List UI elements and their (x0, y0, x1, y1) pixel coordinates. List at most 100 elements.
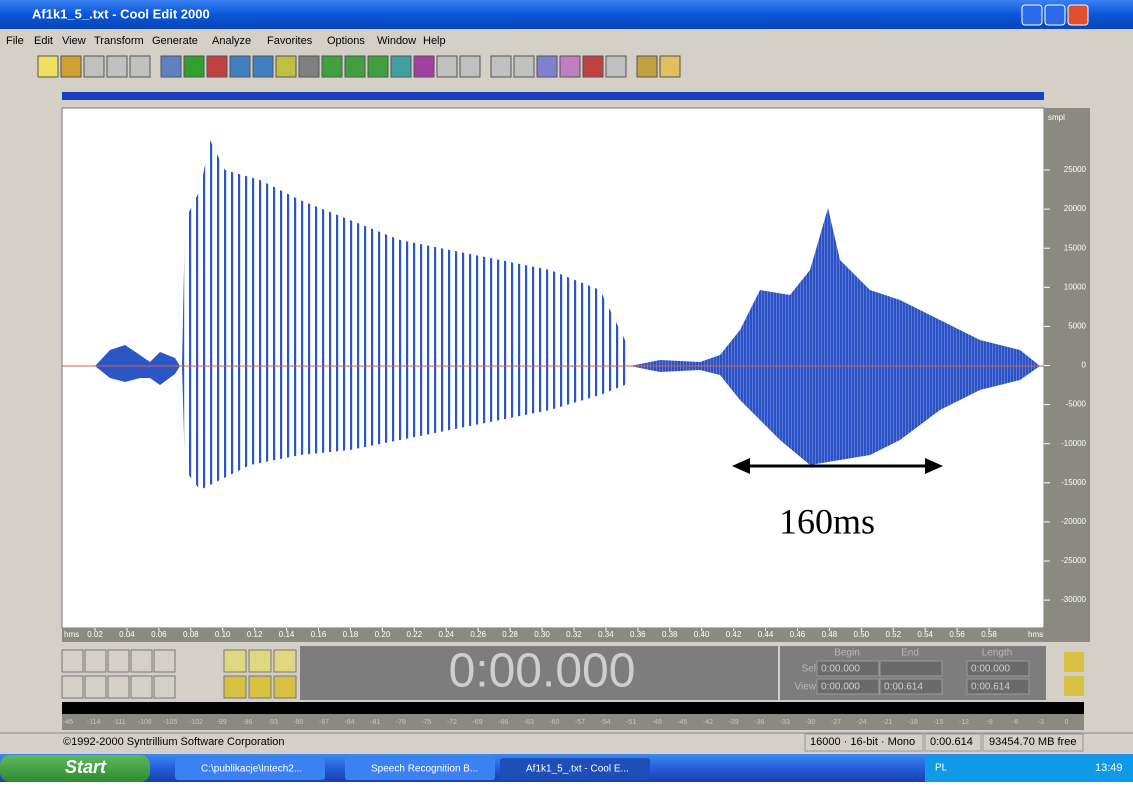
level-label: -57 (575, 719, 585, 726)
time-readout: 0:00.000 (449, 645, 636, 698)
zoom-button[interactable] (274, 650, 296, 672)
zoom-button[interactable] (224, 650, 246, 672)
x-tick-label: 0.34 (598, 630, 614, 639)
toolbar-button[interactable] (184, 56, 204, 77)
toolbar-button[interactable] (38, 56, 58, 77)
menu-item[interactable]: Help (423, 35, 446, 47)
x-tick-label: 0.06 (151, 630, 167, 639)
toolbar-button[interactable] (460, 56, 480, 77)
toolbar-button[interactable] (107, 56, 127, 77)
transport-button[interactable] (85, 676, 106, 698)
transport-button[interactable] (62, 676, 83, 698)
x-tick-label: 0.44 (758, 630, 774, 639)
toolbar-button[interactable] (560, 56, 580, 77)
menu-item[interactable]: Favorites (267, 35, 313, 47)
toolbar-button[interactable] (491, 56, 511, 77)
zoom-button[interactable] (249, 650, 271, 672)
toolbar-button[interactable] (230, 56, 250, 77)
menu-item[interactable]: View (62, 35, 86, 47)
level-label: -87 (319, 719, 329, 726)
toolbar-button[interactable] (61, 56, 81, 77)
level-label: -3 (1038, 719, 1044, 726)
toolbar-button[interactable] (537, 56, 557, 77)
toolbar-button[interactable] (583, 56, 603, 77)
amplitude-unit: smpl (1048, 113, 1065, 122)
y-tick-label: 20000 (1064, 204, 1087, 213)
x-tick-label: 0.20 (375, 630, 391, 639)
transport-button[interactable] (108, 676, 129, 698)
toolbar-button[interactable] (84, 56, 104, 77)
y-tick-label: -5000 (1066, 400, 1087, 409)
x-tick-label: 0.10 (215, 630, 231, 639)
level-label: -99 (217, 719, 227, 726)
menu-item[interactable]: Options (327, 35, 365, 47)
menu-item[interactable]: File (6, 35, 24, 47)
menu-bar: File Edit View Transform Generate Analyze Favo… (6, 35, 446, 47)
toolbar-button[interactable] (606, 56, 626, 77)
transport-button[interactable] (154, 676, 175, 698)
level-label: -45 (677, 719, 687, 726)
toolbar-button[interactable] (345, 56, 365, 77)
transport-button[interactable] (108, 650, 129, 672)
menu-item[interactable]: Window (377, 35, 416, 47)
toolbar-button[interactable] (299, 56, 319, 77)
selection-value: 0:00.614 (971, 682, 1010, 693)
transport-button[interactable] (62, 650, 83, 672)
x-tick-label: 0.56 (949, 630, 965, 639)
toolbar-button[interactable] (322, 56, 342, 77)
toolbar-button[interactable] (414, 56, 434, 77)
toolbar-button[interactable] (207, 56, 227, 77)
zoom-button[interactable] (249, 676, 271, 698)
close-button[interactable] (1068, 5, 1088, 25)
level-label: -9 (986, 719, 992, 726)
x-tick-label: 0.54 (917, 630, 933, 639)
transport-button[interactable] (131, 650, 152, 672)
level-label: -72 (447, 719, 457, 726)
transport-button[interactable] (131, 676, 152, 698)
level-label: -105 (163, 719, 177, 726)
level-label: -39 (729, 719, 739, 726)
y-tick-label: 15000 (1064, 243, 1087, 252)
x-tick-label: 0.48 (822, 630, 838, 639)
y-tick-label: 0 (1082, 361, 1087, 370)
menu-item[interactable]: Edit (34, 35, 53, 47)
level-label: -78 (396, 719, 406, 726)
level-label: -15 (933, 719, 943, 726)
menu-item[interactable]: Transform (94, 35, 144, 47)
toolbar-button[interactable] (253, 56, 273, 77)
zoom-button[interactable] (274, 676, 296, 698)
format: 16000 · 16-bit · Mono (810, 736, 915, 748)
row-label: Sel (802, 664, 816, 675)
level-label: -75 (421, 719, 431, 726)
level-label: -108 (138, 719, 152, 726)
toolbar-button[interactable] (161, 56, 181, 77)
toolbar-button[interactable] (391, 56, 411, 77)
level-label: -66 (498, 719, 508, 726)
level-label: -63 (524, 719, 534, 726)
toolbar-button[interactable] (368, 56, 388, 77)
language: PL (935, 763, 948, 774)
zoom-out-button[interactable] (1064, 652, 1084, 672)
selection-value: 0:00.000 (821, 664, 860, 675)
maximize-button[interactable] (1045, 5, 1065, 25)
zoom-in-button[interactable] (1064, 676, 1084, 696)
minimize-button[interactable] (1022, 5, 1042, 25)
level-label: -6 (1012, 719, 1018, 726)
transport-button[interactable] (85, 650, 106, 672)
zoom-button[interactable] (224, 676, 246, 698)
level-label: -36 (754, 719, 764, 726)
toolbar-button[interactable] (637, 56, 657, 77)
time-unit-end: hms (1028, 630, 1043, 639)
value-box (880, 661, 942, 676)
toolbar-button[interactable] (130, 56, 150, 77)
toolbar-button[interactable] (660, 56, 680, 77)
free-space: 93454.70 MB free (989, 736, 1076, 748)
toolbar-button[interactable] (276, 56, 296, 77)
menu-item[interactable]: Generate (152, 35, 198, 47)
toolbar-button[interactable] (437, 56, 457, 77)
menu-item[interactable]: Analyze (212, 35, 251, 47)
level-label: -30 (805, 719, 815, 726)
transport-button[interactable] (154, 650, 175, 672)
x-tick-label: 0.30 (534, 630, 550, 639)
toolbar-button[interactable] (514, 56, 534, 77)
